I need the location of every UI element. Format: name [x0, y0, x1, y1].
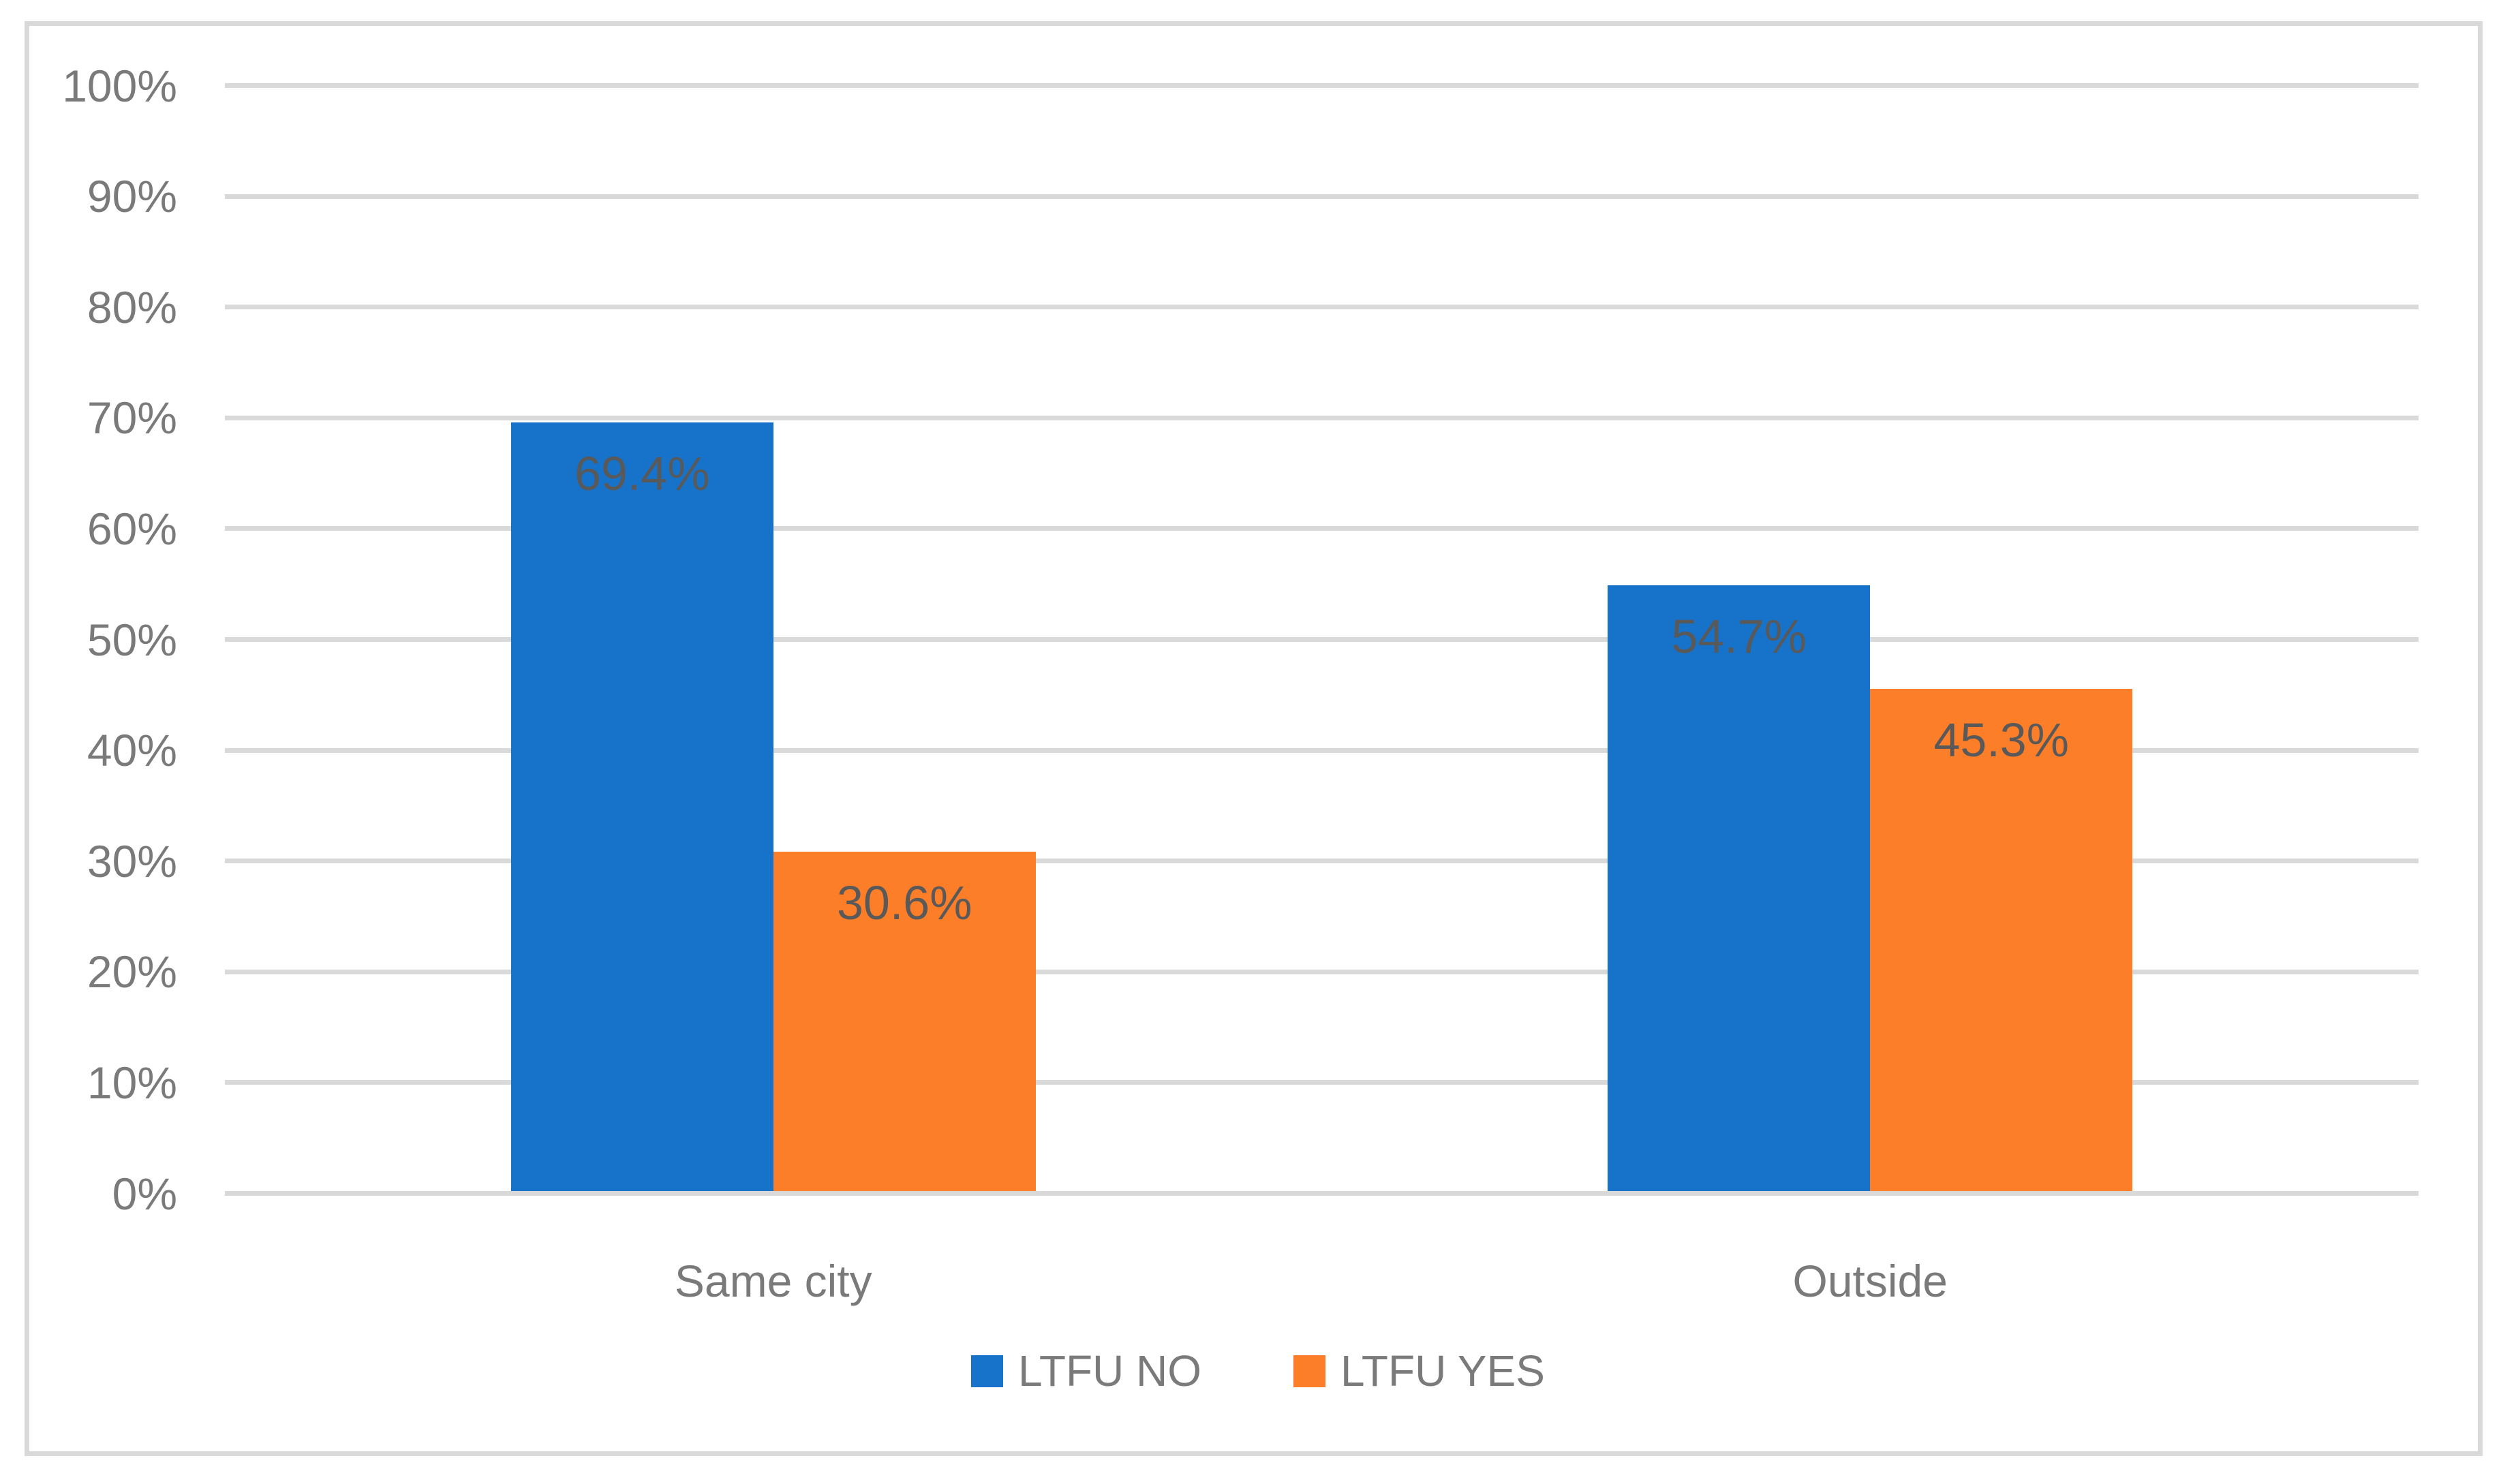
y-axis-tick-label: 70%: [87, 392, 177, 444]
gridline: [225, 83, 2419, 88]
y-axis-tick-label: 40%: [87, 725, 177, 776]
gridline: [225, 859, 2419, 864]
x-axis-line: [225, 1191, 2419, 1196]
legend: LTFU NO LTFU YES: [0, 1346, 2516, 1395]
data-label: 30.6%: [837, 876, 972, 930]
y-axis-tick-label: 20%: [87, 946, 177, 998]
legend-swatch-ltfu-yes: [1293, 1355, 1326, 1387]
y-axis-tick-label: 30%: [87, 835, 177, 886]
gridline: [225, 305, 2419, 310]
y-axis-tick-label: 60%: [87, 503, 177, 554]
gridline: [225, 1080, 2419, 1085]
y-axis-tick-label: 10%: [87, 1057, 177, 1108]
data-label: 45.3%: [1933, 713, 2069, 767]
data-label: 69.4%: [574, 446, 710, 500]
y-axis-tick-label: 90%: [87, 171, 177, 222]
legend-label: LTFU NO: [1018, 1346, 1202, 1395]
bar-ltfu-no-same-city: 69.4%: [510, 422, 773, 1191]
legend-entry-ltfu-yes: LTFU YES: [1293, 1346, 1545, 1395]
y-axis-tick-label: 50%: [87, 614, 177, 665]
y-axis-tick-label: 100%: [62, 60, 177, 111]
x-axis-category-label: Same city: [674, 1256, 872, 1306]
gridline: [225, 747, 2419, 753]
bar-ltfu-yes-same-city: 30.6%: [773, 852, 1036, 1191]
legend-swatch-ltfu-no: [971, 1355, 1004, 1387]
bar-ltfu-no-outside: 54.7%: [1608, 585, 1871, 1191]
gridline: [225, 415, 2419, 420]
gridline: [225, 637, 2419, 642]
legend-entry-ltfu-no: LTFU NO: [971, 1346, 1201, 1395]
gridline: [225, 194, 2419, 199]
y-axis-tick-label: 80%: [87, 281, 177, 333]
y-axis-tick-label: 0%: [112, 1168, 177, 1219]
gridline: [225, 969, 2419, 974]
legend-label: LTFU YES: [1340, 1346, 1545, 1395]
gridline: [225, 526, 2419, 531]
data-label: 54.7%: [1671, 609, 1807, 663]
chart-border: [25, 21, 2483, 1456]
bar-ltfu-yes-outside: 45.3%: [1870, 689, 2133, 1191]
plot-area: 69.4% 30.6% 54.7% 45.3%: [225, 83, 2419, 1196]
x-axis-category-label: Outside: [1792, 1256, 1948, 1306]
